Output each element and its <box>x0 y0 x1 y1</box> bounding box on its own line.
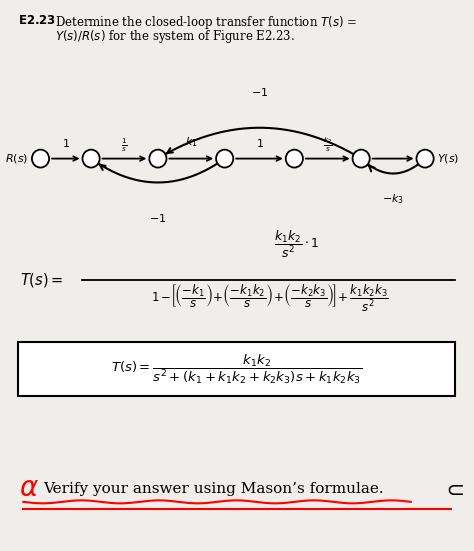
Text: $1$: $1$ <box>255 137 264 149</box>
Text: $1$: $1$ <box>62 137 70 149</box>
Circle shape <box>353 150 370 168</box>
Text: $k_1$: $k_1$ <box>185 135 198 149</box>
Text: $-1$: $-1$ <box>251 86 268 98</box>
Circle shape <box>82 150 100 168</box>
Text: Determine the closed-loop transfer function $T(s)$ =: Determine the closed-loop transfer funct… <box>55 14 357 31</box>
Text: $\frac{1}{s}$: $\frac{1}{s}$ <box>121 137 128 154</box>
Text: $\dfrac{k_1k_2}{s^2}\cdot 1$: $\dfrac{k_1k_2}{s^2}\cdot 1$ <box>273 229 319 260</box>
Text: $T(s) = \dfrac{k_1k_2}{s^2+(k_1+k_1k_2+k_2k_3)s+k_1k_2k_3}$: $T(s) = \dfrac{k_1k_2}{s^2+(k_1+k_1k_2+k… <box>110 352 362 386</box>
Text: $\supset$: $\supset$ <box>447 478 470 500</box>
Text: $1-\!\left[\!\left(\dfrac{-k_1}{s}\right)\!+\!\left(\dfrac{-k_1k_2}{s}\right)\!+: $1-\!\left[\!\left(\dfrac{-k_1}{s}\right… <box>151 283 389 314</box>
Circle shape <box>32 150 49 168</box>
Text: $-k_3$: $-k_3$ <box>382 192 404 206</box>
Text: $\alpha$: $\alpha$ <box>19 476 39 503</box>
Circle shape <box>149 150 166 168</box>
Text: $Y(s)$: $Y(s)$ <box>438 152 460 165</box>
Text: $T(s) =$: $T(s) =$ <box>19 271 63 289</box>
Text: $Y(s)/R(s)$ for the system of Figure E2.23.: $Y(s)/R(s)$ for the system of Figure E2.… <box>55 28 295 45</box>
Text: $\mathbf{E2.23}$: $\mathbf{E2.23}$ <box>18 14 55 28</box>
Circle shape <box>216 150 233 168</box>
Text: $R(s)$: $R(s)$ <box>5 152 28 165</box>
Text: $-1$: $-1$ <box>149 212 166 224</box>
Circle shape <box>286 150 303 168</box>
Text: $\frac{k_2}{s}$: $\frac{k_2}{s}$ <box>323 136 333 154</box>
Circle shape <box>417 150 434 168</box>
Text: Verify your answer using Mason’s formulae.: Verify your answer using Mason’s formula… <box>43 482 384 496</box>
FancyBboxPatch shape <box>18 342 455 396</box>
